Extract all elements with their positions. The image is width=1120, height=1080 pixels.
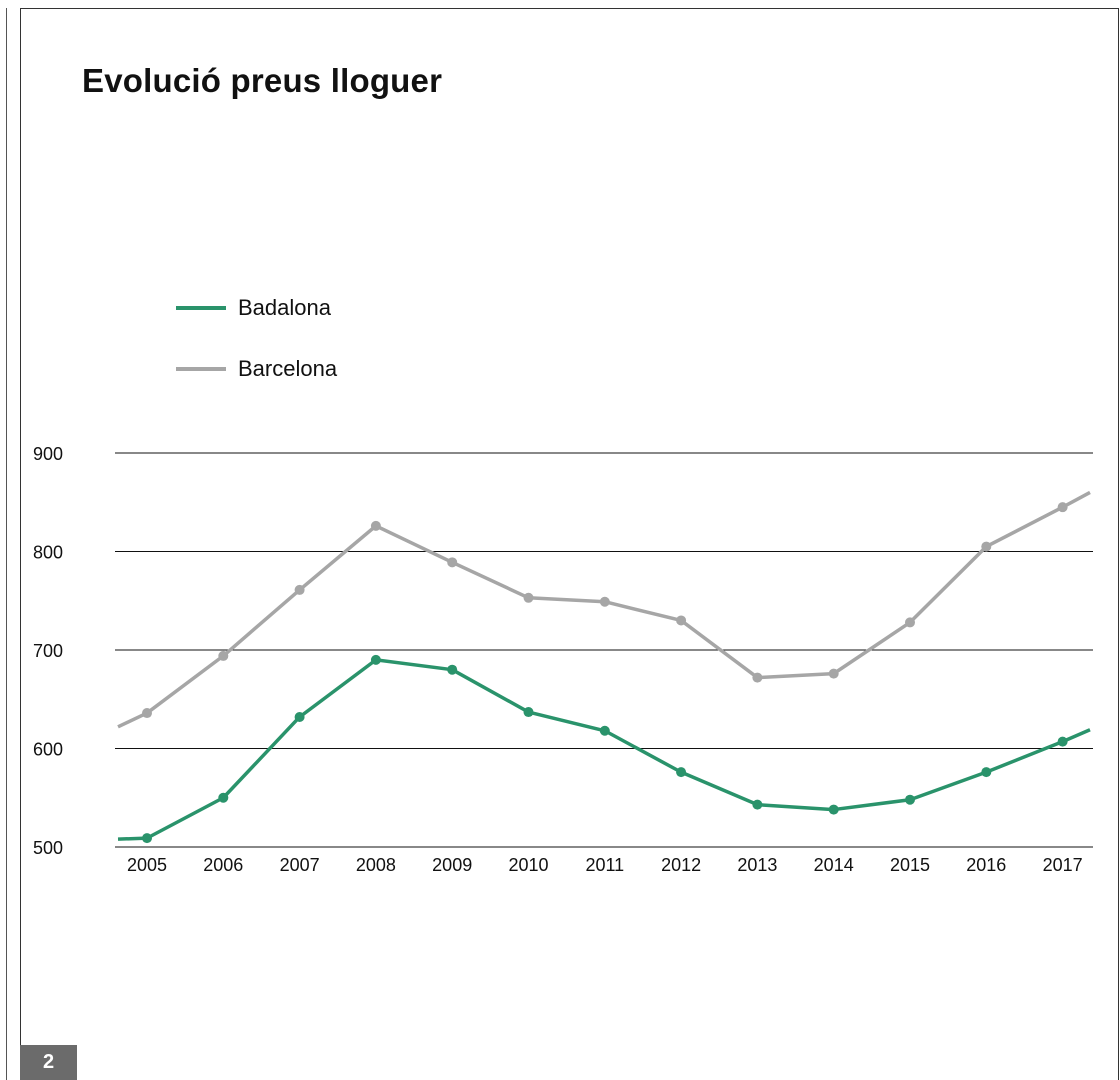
- x-tick-label: 2012: [661, 855, 701, 875]
- legend-item-badalona: Badalona: [176, 295, 331, 321]
- data-point-badalona: [447, 664, 458, 675]
- x-tick-label: 2005: [127, 855, 167, 875]
- x-tick-label: 2011: [585, 855, 624, 875]
- series-line-barcelona: [117, 490, 1091, 729]
- data-point-badalona: [294, 711, 305, 722]
- y-tick-label: 600: [33, 740, 63, 760]
- data-point-barcelona: [370, 520, 381, 531]
- legend-swatch-barcelona: [176, 367, 226, 371]
- data-point-barcelona: [142, 708, 152, 719]
- chart-title: Evolució preus lloguer: [82, 62, 443, 99]
- series-line-badalona: [117, 658, 1091, 841]
- data-point-badalona: [981, 767, 992, 778]
- x-tick-label: 2006: [203, 855, 243, 875]
- data-point-badalona: [828, 804, 839, 815]
- data-point-barcelona: [447, 557, 458, 568]
- x-tick-label: 2009: [432, 855, 472, 875]
- data-point-badalona: [523, 707, 534, 718]
- x-tick-label: 2013: [737, 855, 777, 875]
- legend-item-barcelona: Barcelona: [176, 356, 337, 382]
- data-point-barcelona: [905, 617, 915, 628]
- x-tick-label: 2007: [280, 855, 320, 875]
- data-point-badalona: [676, 767, 687, 778]
- x-tick-label: 2017: [1043, 855, 1083, 875]
- data-point-barcelona: [676, 615, 687, 626]
- data-point-barcelona: [981, 541, 992, 552]
- data-point-badalona: [370, 654, 381, 665]
- x-tick-label: 2008: [356, 855, 396, 875]
- data-point-badalona: [905, 794, 915, 805]
- data-point-barcelona: [294, 584, 305, 595]
- data-point-badalona: [218, 792, 229, 803]
- page-number-badge: 2: [20, 1045, 77, 1080]
- data-point-barcelona: [523, 592, 534, 603]
- x-tick-label: 2014: [814, 855, 854, 875]
- y-tick-label: 500: [33, 838, 63, 858]
- data-point-badalona: [142, 833, 152, 844]
- data-point-badalona: [599, 725, 610, 736]
- data-point-barcelona: [752, 672, 763, 683]
- legend-swatch-badalona: [176, 306, 226, 310]
- x-tick-label: 2015: [890, 855, 930, 875]
- legend-label-barcelona: Barcelona: [238, 356, 338, 381]
- data-point-badalona: [1057, 736, 1068, 747]
- data-point-badalona: [752, 799, 763, 810]
- x-tick-label: 2010: [508, 855, 548, 875]
- y-tick-label: 900: [33, 444, 63, 464]
- legend-label-badalona: Badalona: [238, 295, 331, 320]
- data-point-barcelona: [599, 596, 610, 607]
- data-point-barcelona: [828, 668, 839, 679]
- data-point-barcelona: [218, 650, 229, 661]
- chart-frame: [20, 8, 1119, 1080]
- page-left-rule: [6, 8, 7, 1080]
- y-tick-label: 700: [33, 641, 63, 661]
- y-tick-label: 800: [33, 543, 63, 563]
- data-point-barcelona: [1057, 502, 1068, 513]
- x-tick-label: 2016: [966, 855, 1006, 875]
